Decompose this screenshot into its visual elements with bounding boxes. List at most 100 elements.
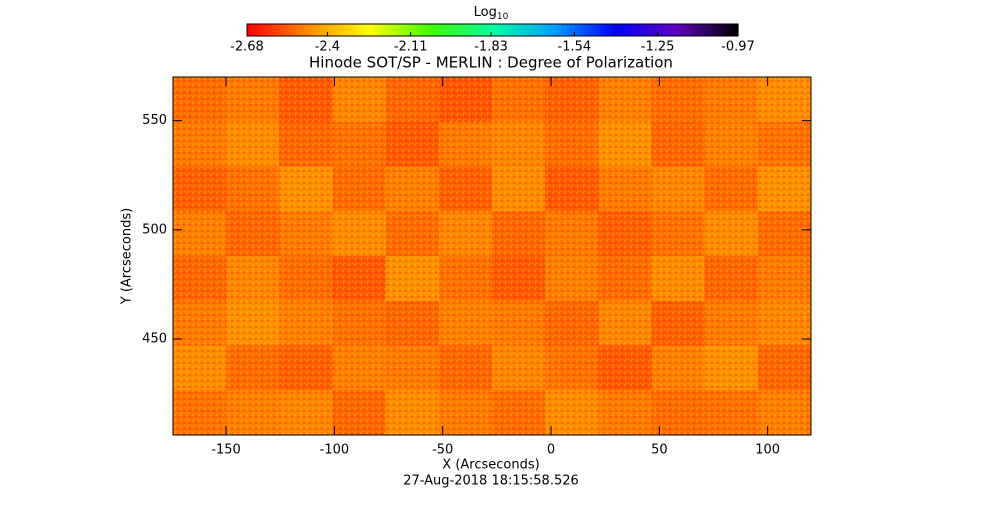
colorbar-swatch [590, 24, 596, 36]
colorbar-swatch [594, 24, 600, 36]
x-tick-label: -150 [211, 443, 241, 458]
colorbar-swatch [435, 24, 440, 36]
colorbar-swatch [492, 24, 498, 36]
footer-date: 27-Aug-2018 18:15:58.526 [403, 474, 579, 489]
colorbar-swatch [549, 24, 555, 36]
colorbar-swatch [472, 24, 477, 36]
colorbar-swatch [582, 24, 588, 36]
colorbar-swatch [660, 24, 665, 36]
colorbar-swatch [533, 24, 539, 36]
colorbar-swatch [382, 24, 387, 36]
colorbar-swatch [488, 24, 494, 36]
colorbar-swatch [607, 24, 612, 36]
colorbar-swatch [398, 24, 404, 36]
colorbar-swatch [467, 24, 473, 36]
colorbar-swatch [521, 24, 526, 36]
colorbar-swatch [656, 24, 661, 36]
colorbar-swatch [439, 24, 444, 36]
colorbar-swatch [639, 24, 645, 36]
x-tick-label: -50 [432, 443, 453, 458]
colorbar-swatch [725, 24, 731, 36]
colorbar-swatch [410, 24, 416, 36]
colorbar-swatch [377, 24, 383, 36]
colorbar-swatch [652, 24, 657, 36]
colorbar-swatch [598, 24, 604, 36]
colorbar-swatch [512, 24, 518, 36]
colorbar-swatch [733, 24, 739, 36]
colorbar-swatch [713, 24, 719, 36]
colorbar-swatch [627, 24, 633, 36]
colorbar-swatch [300, 24, 305, 36]
colorbar-swatch [557, 24, 563, 36]
colorbar-swatch [541, 24, 547, 36]
colorbar-swatch [717, 24, 723, 36]
colorbar-swatch [721, 24, 727, 36]
colorbar-swatch [525, 24, 530, 36]
colorbar-swatch [255, 24, 260, 36]
colorbar-tick-label: -1.83 [474, 40, 508, 55]
colorbar-swatch [496, 24, 502, 36]
colorbar-swatch [292, 24, 297, 36]
colorbar-swatch [680, 24, 686, 36]
colorbar-swatch [517, 24, 522, 36]
colorbar-swatch [341, 24, 346, 36]
colorbar-swatch [688, 24, 694, 36]
colorbar-swatch [418, 24, 424, 36]
colorbar-swatch [455, 24, 461, 36]
colorbar-label-main: Log [474, 5, 497, 20]
x-tick-label: -100 [320, 443, 350, 458]
colorbar-swatch [324, 24, 330, 36]
colorbar-swatch [504, 24, 510, 36]
colorbar-swatch [684, 24, 690, 36]
colorbar-swatch [692, 24, 698, 36]
colorbar-swatch [566, 24, 571, 36]
colorbar-swatch [349, 24, 354, 36]
colorbar-swatch [316, 24, 322, 36]
colorbar-swatch [267, 24, 273, 36]
colorbar-swatch [647, 24, 653, 36]
colorbar-swatch [484, 24, 490, 36]
colorbar-swatch [402, 24, 408, 36]
colorbar-swatch [422, 24, 428, 36]
y-axis-label: Y (Arcseconds) [120, 208, 135, 305]
y-tick-label: 500 [142, 222, 167, 237]
plot-frame [172, 76, 812, 436]
colorbar-swatch [279, 24, 285, 36]
colorbar-swatch [296, 24, 301, 36]
colorbar-swatch [312, 24, 318, 36]
colorbar-swatch [570, 24, 575, 36]
colorbar-swatch [263, 24, 269, 36]
colorbar-swatch [271, 24, 277, 36]
colorbar-swatch [635, 24, 641, 36]
colorbar-tick-label: -2.68 [230, 40, 264, 55]
texture [173, 77, 811, 435]
x-tick-label: 100 [755, 443, 780, 458]
chart-title: Hinode SOT/SP - MERLIN : Degree of Polar… [309, 54, 673, 72]
colorbar-swatch [676, 24, 682, 36]
colorbar-swatch [643, 24, 649, 36]
colorbar-swatch [664, 24, 670, 36]
colorbar-label: Log10 [474, 5, 509, 22]
colorbar-swatch [574, 24, 580, 36]
colorbar-label-sub: 10 [497, 12, 509, 22]
colorbar-swatch [353, 24, 359, 36]
colorbar-swatch [373, 24, 379, 36]
colorbar-frame [246, 23, 739, 37]
colorbar-swatch [729, 24, 735, 36]
colorbar-swatch [447, 24, 453, 36]
colorbar-swatch [369, 24, 375, 36]
y-tick-label: 450 [142, 331, 167, 346]
colorbar-swatch [476, 24, 481, 36]
colorbar-swatch [619, 24, 625, 36]
colorbar-swatch [578, 24, 584, 36]
colorbar-swatch [463, 24, 469, 36]
colorbar-swatch [537, 24, 543, 36]
colorbar-swatch [615, 24, 620, 36]
colorbar-swatch [459, 24, 465, 36]
colorbar-swatch [251, 24, 256, 36]
colorbar-swatch [357, 24, 363, 36]
colorbar-swatch [414, 24, 420, 36]
colorbar-swatch [631, 24, 637, 36]
colorbar-swatch [480, 24, 485, 36]
colorbar-swatch [431, 24, 436, 36]
